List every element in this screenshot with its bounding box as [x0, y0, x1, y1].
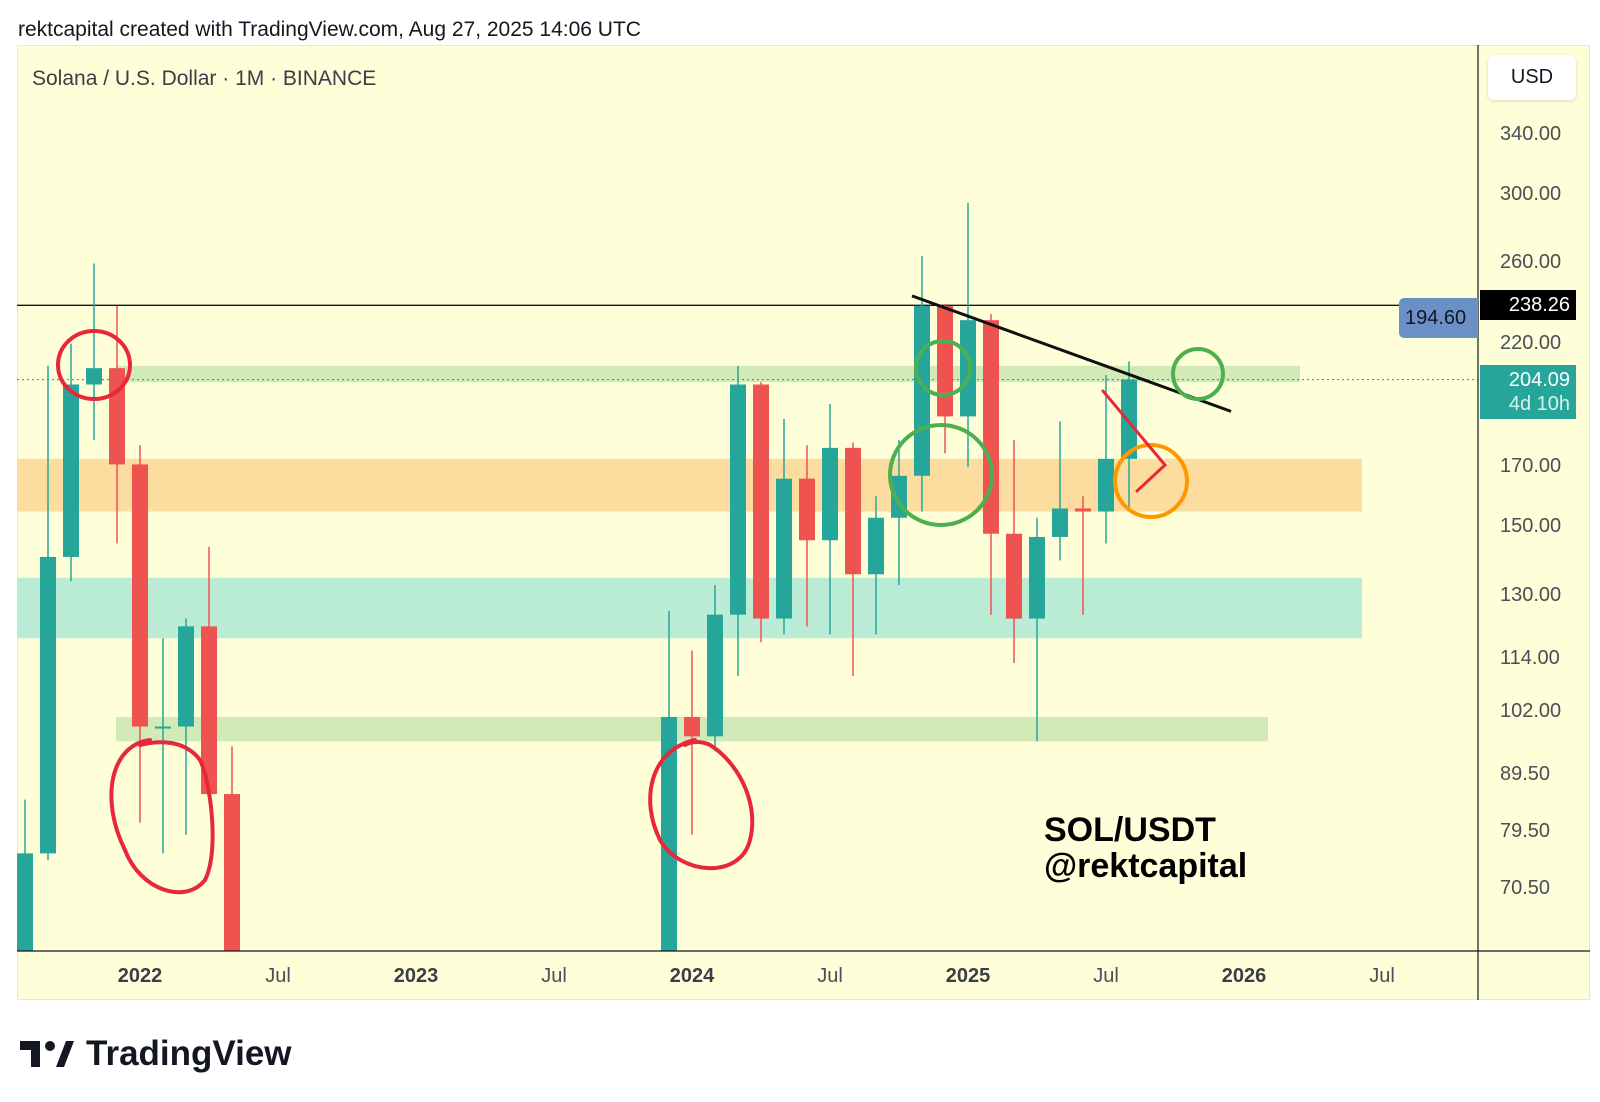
candle-body: [224, 794, 240, 951]
annotation-drawings: [56, 329, 1225, 895]
time-tick-label: 2025: [945, 965, 991, 987]
watermark-pair: SOL/USDT: [1044, 811, 1216, 849]
price-tick-label: 170.00: [1500, 455, 1562, 478]
watermark: SOL/USDT @rektcapital: [1044, 812, 1247, 884]
candle-body: [1029, 536, 1045, 619]
candle-body: [730, 384, 746, 615]
zone-zone_green: [116, 365, 1300, 383]
candle-countdown: 4d 10h: [1508, 393, 1570, 415]
candle-body: [132, 464, 148, 727]
watermark-handle: @rektcapital: [1044, 847, 1248, 885]
green-circle-target: [1171, 347, 1225, 401]
time-tick-label: 2022: [117, 965, 163, 987]
candle-body: [1052, 508, 1068, 537]
zone-zone_teal: [17, 577, 1362, 639]
time-tick-label: Jul: [1093, 965, 1119, 987]
candle-body: [684, 716, 700, 737]
time-tick-label: Jul: [265, 965, 291, 987]
price-tick-label: 150.00: [1500, 515, 1562, 538]
time-tick-label: Jul: [541, 965, 567, 987]
symbol-title[interactable]: Solana / U.S. Dollar · 1M · BINANCE: [32, 67, 377, 90]
red-scribble-right: [648, 738, 755, 871]
candle-body: [1121, 379, 1137, 459]
price-tick-label: 130.00: [1500, 583, 1562, 606]
price-tick-label: 89.50: [1500, 762, 1551, 785]
price-tick-label: 340.00: [1500, 122, 1562, 145]
price-tick-label: 79.50: [1500, 819, 1551, 842]
trendline: [911, 294, 1232, 413]
candle-body: [1075, 508, 1091, 512]
line-price-tag: 238.26: [1480, 290, 1576, 320]
orange-circle: [1113, 443, 1189, 519]
candle-body: [799, 478, 815, 541]
red-scribble-left: [109, 738, 215, 895]
green-circle-small: [914, 339, 972, 397]
tradingview-logo-icon: [20, 1041, 74, 1067]
tradingview-logo-text: TradingView: [86, 1034, 292, 1073]
alert-price-tag[interactable]: 194.60: [1399, 298, 1478, 338]
candlesticks: [17, 202, 1137, 951]
candle-body: [822, 447, 838, 541]
candle-body: [845, 447, 861, 575]
candle-body: [937, 305, 953, 417]
candle-body: [707, 614, 723, 737]
time-tick-label: 2024: [669, 965, 715, 987]
current-price-tag: 204.09 4d 10h: [1480, 365, 1576, 419]
currency-button[interactable]: USD: [1488, 55, 1576, 100]
price-tick-label: 70.50: [1500, 877, 1551, 900]
candle-body: [753, 384, 769, 619]
candle-body: [86, 368, 102, 385]
candle-body: [1098, 458, 1114, 512]
red-arrow: [1101, 389, 1168, 493]
time-tick-label: 2023: [393, 965, 439, 987]
price-tick-label: 220.00: [1500, 331, 1562, 354]
candle-body: [178, 626, 194, 727]
price-tick-label: 300.00: [1500, 182, 1562, 205]
candle-body: [776, 478, 792, 619]
support-zones: [17, 365, 1362, 742]
candle-body: [983, 320, 999, 534]
time-tick-label: Jul: [1369, 965, 1395, 987]
price-tick-label: 114.00: [1500, 646, 1560, 669]
time-tick-label: Jul: [817, 965, 843, 987]
price-tick-label: 102.00: [1500, 700, 1562, 723]
candle-body: [63, 384, 79, 557]
zone-zone_orange: [17, 458, 1362, 512]
candle-body: [201, 626, 217, 795]
price-tick-label: 260.00: [1500, 251, 1562, 274]
candle-body: [661, 716, 677, 951]
current-price-value: 204.09: [1508, 369, 1570, 391]
candle-body: [155, 726, 171, 729]
time-tick-label: 2026: [1221, 965, 1267, 987]
green-circle-large: [888, 423, 994, 527]
candle-body: [17, 853, 33, 951]
candle-body: [868, 517, 884, 575]
candle-body: [40, 556, 56, 854]
red-circle-top: [56, 329, 132, 401]
tradingview-logo[interactable]: TradingView: [20, 1034, 292, 1074]
candle-body: [1006, 533, 1022, 619]
chart-credit: rektcapital created with TradingView.com…: [18, 18, 641, 41]
